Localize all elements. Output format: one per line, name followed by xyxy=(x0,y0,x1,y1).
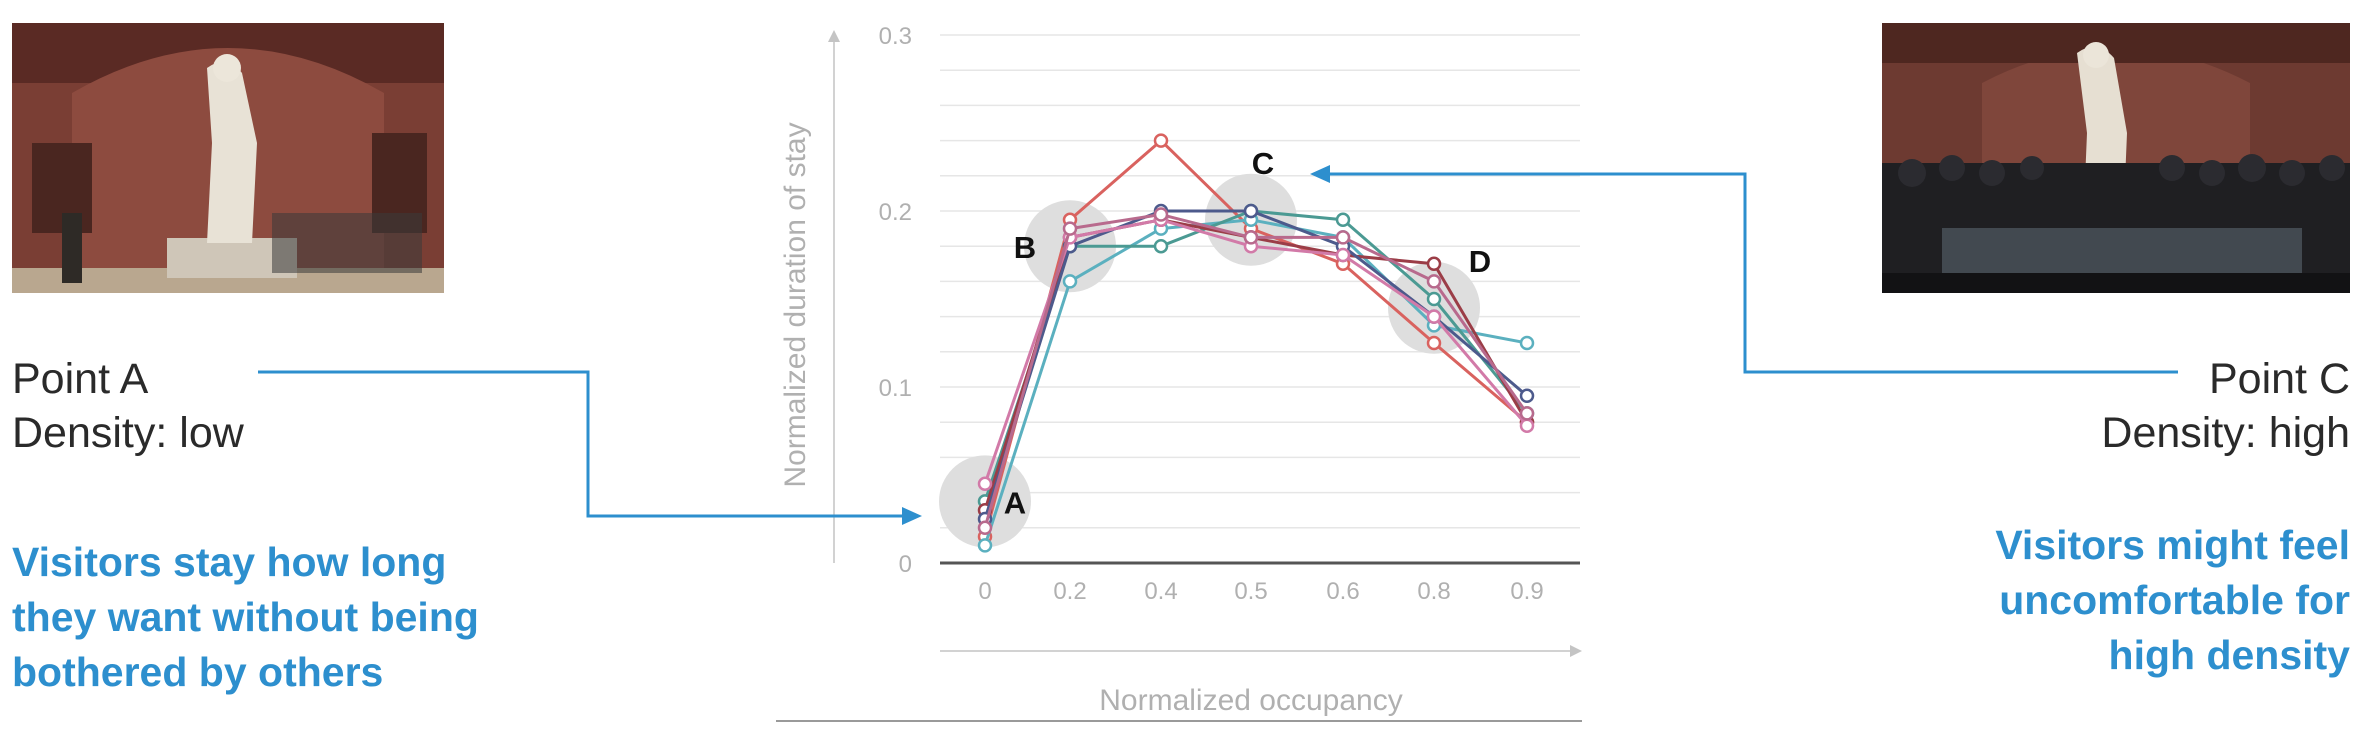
point-c-density: Density: high xyxy=(2101,409,2350,457)
x-tick-label: 0.2 xyxy=(1053,578,1086,605)
x-axis-arrow xyxy=(1570,645,1582,657)
series-point xyxy=(1153,207,1169,222)
note-line: Visitors might feel xyxy=(1995,522,2350,568)
note-line: high density xyxy=(2108,632,2350,678)
highlight-label-c: C xyxy=(1252,146,1274,181)
x-tick-label: 0.6 xyxy=(1326,578,1359,605)
x-tick-label: 0.8 xyxy=(1417,578,1450,605)
series-point xyxy=(1426,274,1442,289)
y-tick-labels: 0 0.1 0.2 0.3 xyxy=(879,23,912,578)
museum-photo-high-density xyxy=(1882,23,2350,293)
y-tick-label: 0 xyxy=(899,551,912,578)
connectors xyxy=(258,165,2178,525)
highlight-label-d: D xyxy=(1469,244,1491,279)
series-point xyxy=(977,520,993,536)
y-axis-arrow xyxy=(828,30,840,42)
series-point xyxy=(1519,406,1535,421)
connector-point-a xyxy=(258,370,904,518)
x-tick-label: 0.4 xyxy=(1144,578,1177,605)
note-line: bothered by others xyxy=(12,649,384,695)
grid-lines xyxy=(940,34,1580,529)
highlight-label-a: A xyxy=(1004,485,1026,520)
note-line: they want without being xyxy=(12,594,479,640)
highlight-labels: A B C D xyxy=(1004,146,1491,521)
point-c-note: Visitors might feel uncomfortable for hi… xyxy=(1830,518,2350,683)
y-tick-label: 0.2 xyxy=(879,199,912,226)
series-point xyxy=(1426,291,1442,307)
point-a-density: Density: low xyxy=(12,409,244,457)
series-point xyxy=(1243,230,1259,245)
x-tick-label: 0.9 xyxy=(1510,578,1543,605)
series-point xyxy=(1335,212,1351,228)
series-point xyxy=(977,476,993,492)
y-tick-label: 0.1 xyxy=(879,375,912,402)
x-tick-label: 0.5 xyxy=(1234,578,1267,605)
note-line: Visitors stay how long xyxy=(12,539,447,585)
x-tick-labels: 0 0.2 0.4 0.5 0.6 0.8 0.9 xyxy=(978,578,1543,605)
series-point xyxy=(1426,309,1442,324)
series-point xyxy=(1062,274,1078,289)
series-point xyxy=(1062,221,1078,236)
series-point xyxy=(1426,256,1442,272)
note-line: uncomfortable for xyxy=(1999,577,2350,623)
series-point xyxy=(1519,418,1535,433)
y-axis-title: Normalized duration of stay xyxy=(779,122,812,487)
point-c-title: Point C xyxy=(2208,355,2350,403)
series-point xyxy=(1426,335,1442,351)
x-axis-title: Normalized occupancy xyxy=(1099,684,1402,717)
series-point xyxy=(1335,247,1351,263)
series-point xyxy=(1243,203,1259,219)
axes: Normalized duration of stay Normalized o… xyxy=(776,30,1582,722)
series-point xyxy=(1335,230,1351,245)
series-point xyxy=(1519,335,1535,351)
series-lines xyxy=(977,133,1535,553)
museum-photo-low-density xyxy=(12,23,444,293)
series-point xyxy=(1153,133,1169,148)
highlight-label-b: B xyxy=(1014,230,1036,265)
connector-point-a-arrow xyxy=(902,507,922,525)
series-point xyxy=(1519,388,1535,404)
x-tick-label: 0 xyxy=(978,578,991,605)
series-point xyxy=(977,538,993,553)
y-tick-label: 0.3 xyxy=(879,23,912,50)
point-a-title: Point A xyxy=(12,355,149,403)
point-a-note: Visitors stay how long they want without… xyxy=(12,535,572,700)
connector-point-c-arrow xyxy=(1310,165,1330,183)
connector-point-c xyxy=(1328,172,2178,374)
series-point xyxy=(1153,238,1169,254)
